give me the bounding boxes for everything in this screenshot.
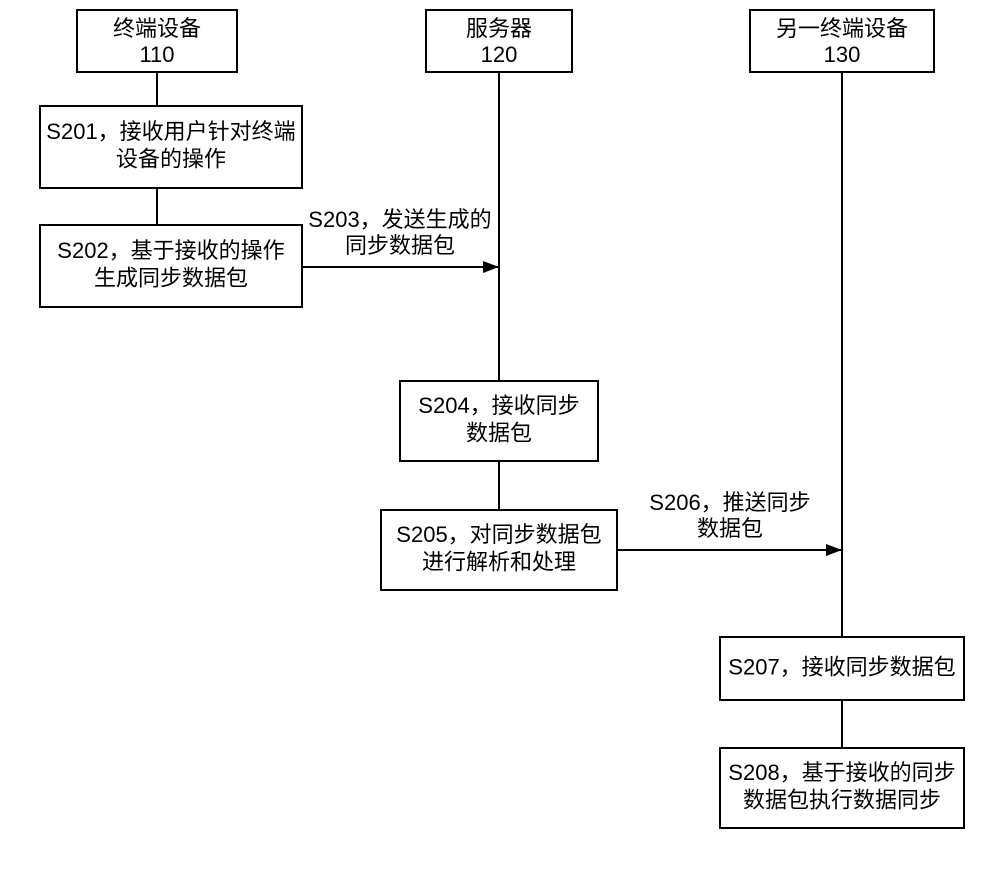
step-s201-line0: S201，接收用户针对终端 [46,119,295,144]
step-s205-line0: S205，对同步数据包 [396,522,601,547]
lane-sub-C: 130 [824,42,861,67]
step-s204-line0: S204，接收同步 [418,393,579,418]
step-s201-line1: 设备的操作 [116,147,226,172]
step-s207-line0: S207，接收同步数据包 [728,654,955,679]
step-s208-line0: S208，基于接收的同步 [728,760,955,785]
step-s205-line1: 进行解析和处理 [422,550,576,575]
lane-sub-A: 110 [139,42,174,67]
step-s202-line0: S202，基于接收的操作 [57,238,284,263]
step-s208-line1: 数据包执行数据同步 [743,788,941,813]
msg-s206-label0: S206，推送同步 [649,490,810,515]
lane-title-C: 另一终端设备 [776,16,908,41]
msg-s203-label1: 同步数据包 [345,233,455,258]
msg-s203-head [483,261,499,273]
msg-s206-head [826,544,842,556]
step-s204-line1: 数据包 [466,421,532,446]
lane-title-B: 服务器 [466,16,532,41]
lane-sub-B: 120 [481,42,518,67]
msg-s206-label1: 数据包 [697,516,763,541]
step-s202-line1: 生成同步数据包 [94,266,248,291]
msg-s203-label0: S203，发送生成的 [308,207,491,232]
lane-title-A: 终端设备 [113,16,201,41]
